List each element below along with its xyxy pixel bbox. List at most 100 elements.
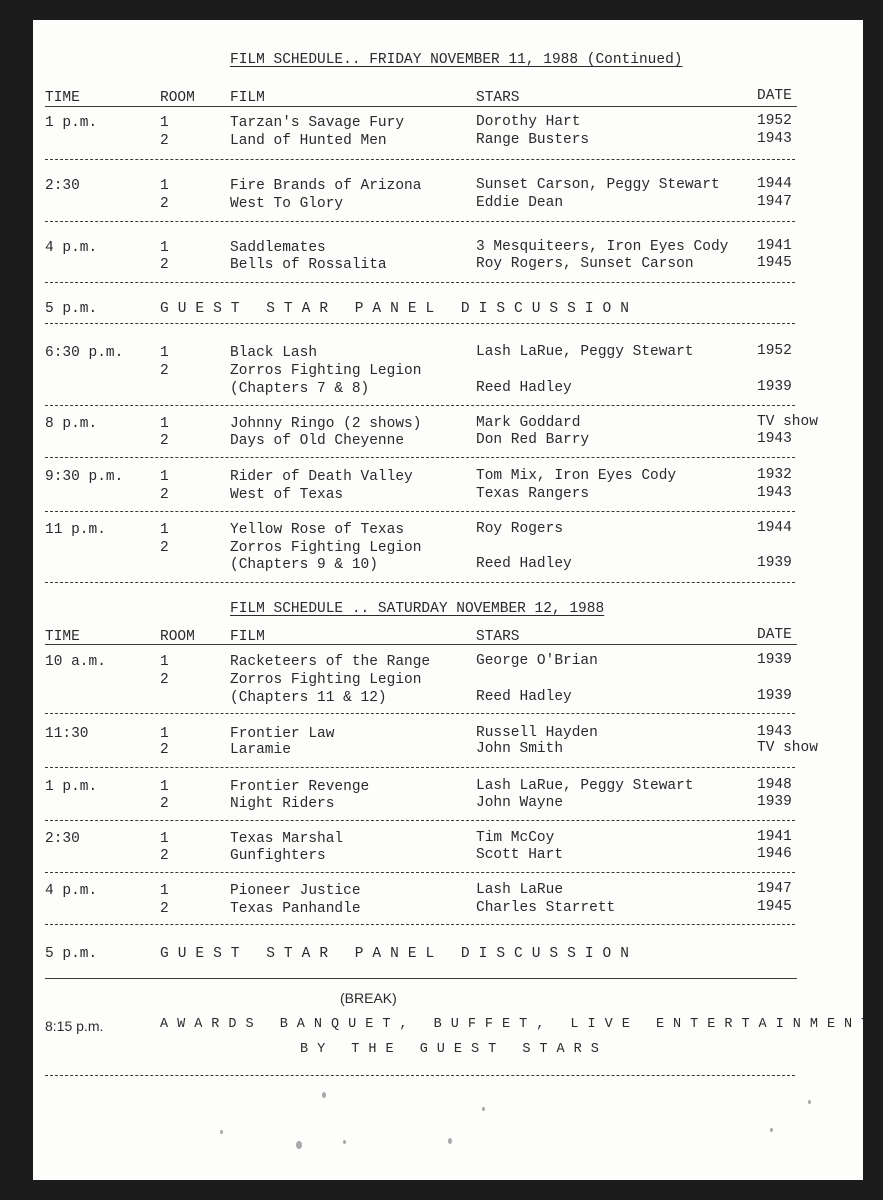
film-title: Gunfighters: [230, 848, 326, 864]
film-title: Frontier Revenge: [230, 779, 370, 795]
block-separator: [45, 924, 795, 925]
column-header-room: ROOM: [160, 90, 195, 106]
column-header-room: ROOM: [160, 629, 195, 645]
time-slot: 2:30: [45, 831, 80, 847]
film-title: (Chapters 11 & 12): [230, 690, 387, 706]
film-title: Tarzan's Savage Fury: [230, 115, 405, 131]
film-title: Zorros Fighting Legion: [230, 540, 422, 556]
film-title: Frontier Law: [230, 726, 335, 742]
room-number: 2: [160, 796, 169, 812]
film-title: Racketeers of the Range: [230, 654, 431, 670]
ink-smudge: [220, 1130, 223, 1135]
room-number: 2: [160, 848, 169, 864]
room-number: 2: [160, 196, 169, 212]
film-title: West To Glory: [230, 196, 344, 212]
film-title: Laramie: [230, 742, 291, 758]
room-number: 2: [160, 901, 169, 917]
ink-smudge: [322, 1092, 326, 1098]
film-stars: Sunset Carson, Peggy Stewart: [476, 177, 720, 193]
film-date: 1941: [757, 829, 792, 845]
film-title: Texas Marshal: [230, 831, 344, 847]
column-header-stars: STARS: [476, 629, 520, 645]
film-stars: Roy Rogers: [476, 521, 564, 537]
block-separator: [45, 323, 795, 324]
banquet-event-line2: BY THE GUEST STARS: [300, 1042, 608, 1057]
film-title: Pioneer Justice: [230, 883, 361, 899]
block-separator: [45, 282, 795, 283]
film-title: West of Texas: [230, 487, 344, 503]
break-label: (BREAK): [340, 990, 397, 1006]
ink-smudge: [448, 1138, 452, 1144]
film-date: 1944: [757, 520, 792, 536]
film-stars: Lash LaRue, Peggy Stewart: [476, 344, 694, 360]
room-number: 1: [160, 115, 169, 131]
column-header-film: FILM: [230, 90, 265, 106]
room-number: 2: [160, 672, 169, 688]
block-separator: [45, 582, 795, 583]
film-date: 1946: [757, 846, 792, 862]
film-title: (Chapters 9 & 10): [230, 557, 378, 573]
film-date: 1943: [757, 131, 792, 147]
header-rule: [45, 106, 797, 107]
header-rule: [45, 644, 797, 645]
panel-event: GUEST STAR PANEL DISCUSSION: [160, 946, 638, 962]
schedule-page: FILM SCHEDULE.. FRIDAY NOVEMBER 11, 1988…: [33, 20, 863, 1180]
time-slot: 6:30 p.m.: [45, 345, 124, 361]
ink-smudge: [343, 1140, 346, 1145]
block-separator: [45, 405, 795, 406]
room-number: 2: [160, 742, 169, 758]
film-title: Days of Old Cheyenne: [230, 433, 405, 449]
column-header-date: DATE: [757, 88, 792, 104]
block-separator: [45, 767, 795, 768]
bottom-separator: [45, 1075, 795, 1076]
film-date: 1947: [757, 881, 792, 897]
film-stars: Range Busters: [476, 132, 590, 148]
film-date: 1939: [757, 555, 792, 571]
schedule-title: FILM SCHEDULE .. SATURDAY NOVEMBER 12, 1…: [230, 601, 605, 617]
film-title: Land of Hunted Men: [230, 133, 387, 149]
film-stars: Dorothy Hart: [476, 114, 581, 130]
room-number: 1: [160, 416, 169, 432]
banquet-event: AWARDS BANQUET, BUFFET, LIVE ENTERTAINME…: [160, 1017, 863, 1032]
film-date: 1939: [757, 688, 792, 704]
film-date: 1943: [757, 431, 792, 447]
column-header-film: FILM: [230, 629, 265, 645]
film-title: Black Lash: [230, 345, 318, 361]
room-number: 1: [160, 779, 169, 795]
film-title: Saddlemates: [230, 240, 326, 256]
film-date: 1945: [757, 899, 792, 915]
panel-event: GUEST STAR PANEL DISCUSSION: [160, 301, 638, 317]
film-stars: George O'Brian: [476, 653, 598, 669]
film-date: 1943: [757, 485, 792, 501]
room-number: 1: [160, 240, 169, 256]
film-date: 1945: [757, 255, 792, 271]
block-separator: [45, 872, 795, 873]
film-title: Johnny Ringo (2 shows): [230, 416, 422, 432]
time-slot: 5 p.m.: [45, 946, 98, 962]
column-header-time: TIME: [45, 629, 80, 645]
film-stars: Russell Hayden: [476, 725, 598, 741]
film-title: (Chapters 7 & 8): [230, 381, 370, 397]
film-date: 1939: [757, 379, 792, 395]
column-header-time: TIME: [45, 90, 80, 106]
block-separator: [45, 511, 795, 512]
film-date: 1948: [757, 777, 792, 793]
film-date: 1939: [757, 652, 792, 668]
time-slot: 9:30 p.m.: [45, 469, 124, 485]
film-date: 1941: [757, 238, 792, 254]
column-header-stars: STARS: [476, 90, 520, 106]
room-number: 2: [160, 540, 169, 556]
film-date: 1943: [757, 724, 792, 740]
film-stars: Mark Goddard: [476, 415, 581, 431]
film-stars: Charles Starrett: [476, 900, 616, 916]
film-stars: John Smith: [476, 741, 564, 757]
film-stars: John Wayne: [476, 795, 564, 811]
film-stars: Don Red Barry: [476, 432, 590, 448]
film-stars: Lash LaRue: [476, 882, 564, 898]
block-separator: [45, 159, 795, 160]
time-slot: 4 p.m.: [45, 240, 98, 256]
time-slot: 8 p.m.: [45, 416, 98, 432]
time-slot: 11:30: [45, 726, 89, 742]
ink-smudge: [296, 1141, 302, 1150]
block-separator: [45, 457, 795, 458]
